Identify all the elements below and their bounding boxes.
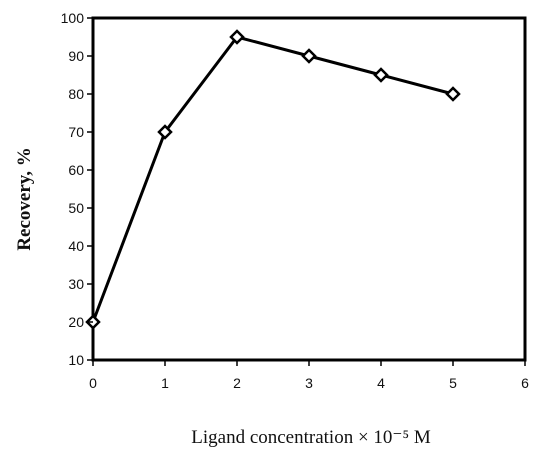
x-axis-ticks: 0 1 2 3 4 5 6 (89, 360, 529, 391)
data-point-marker (373, 67, 389, 83)
plot-area (91, 16, 527, 362)
y-axis-ticks: 10 20 30 40 50 60 70 80 90 100 (61, 10, 93, 368)
data-point-marker (229, 29, 245, 45)
x-tick-label: 3 (305, 375, 313, 391)
x-tick-label: 1 (161, 375, 169, 391)
y-tick-label: 90 (68, 48, 84, 64)
y-tick-label: 40 (68, 238, 84, 254)
y-tick-label: 50 (68, 200, 84, 216)
data-point-marker (157, 124, 173, 140)
x-tick-label: 0 (89, 375, 97, 391)
x-tick-label: 5 (449, 375, 457, 391)
data-point-marker (445, 86, 461, 102)
x-axis-label: Ligand concentration × 10⁻⁵ M (191, 427, 431, 448)
data-point-marker (301, 48, 317, 64)
series-layer (85, 29, 461, 330)
y-tick-label: 20 (68, 314, 84, 330)
series-line (91, 35, 454, 323)
x-tick-label: 6 (521, 375, 529, 391)
y-tick-label: 80 (68, 86, 84, 102)
x-tick-label: 4 (377, 375, 385, 391)
y-axis-label: Recovery, % (14, 147, 35, 250)
y-tick-label: 60 (68, 162, 84, 178)
y-tick-label: 10 (68, 352, 84, 368)
y-tick-label: 70 (68, 124, 84, 140)
y-tick-label: 30 (68, 276, 84, 292)
plot-frame (91, 16, 527, 362)
x-tick-label: 2 (233, 375, 241, 391)
y-tick-label: 100 (61, 10, 85, 26)
